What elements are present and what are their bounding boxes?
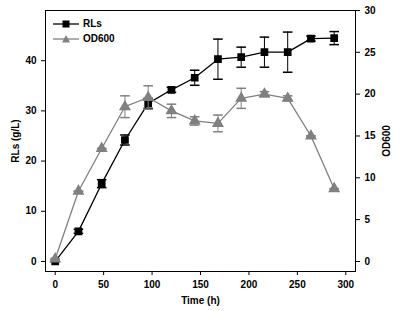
svg-text:0: 0 <box>52 279 58 290</box>
svg-text:0: 0 <box>365 256 371 267</box>
svg-text:30: 30 <box>365 5 377 16</box>
svg-text:150: 150 <box>192 279 209 290</box>
svg-text:OD600: OD600 <box>381 125 392 157</box>
svg-text:200: 200 <box>241 279 258 290</box>
svg-text:5: 5 <box>365 214 371 225</box>
svg-text:25: 25 <box>365 47 377 58</box>
svg-text:10: 10 <box>25 205 37 216</box>
html-text:OD600: OD600 <box>83 33 115 44</box>
svg-text:250: 250 <box>289 279 306 290</box>
svg-text:300: 300 <box>337 279 354 290</box>
svg-text:40: 40 <box>25 55 37 66</box>
svg-text:10: 10 <box>365 172 377 183</box>
svg-text:20: 20 <box>25 155 37 166</box>
svg-text:15: 15 <box>365 130 377 141</box>
svg-text:50: 50 <box>98 279 110 290</box>
svg-text:20: 20 <box>365 88 377 99</box>
html-text:RLs: RLs <box>83 18 102 29</box>
svg-text:100: 100 <box>144 279 161 290</box>
svg-text:0: 0 <box>31 256 37 267</box>
svg-text:Time (h): Time (h) <box>181 295 220 306</box>
svg-text:30: 30 <box>25 105 37 116</box>
svg-text:RLs (g/L): RLs (g/L) <box>10 119 21 162</box>
